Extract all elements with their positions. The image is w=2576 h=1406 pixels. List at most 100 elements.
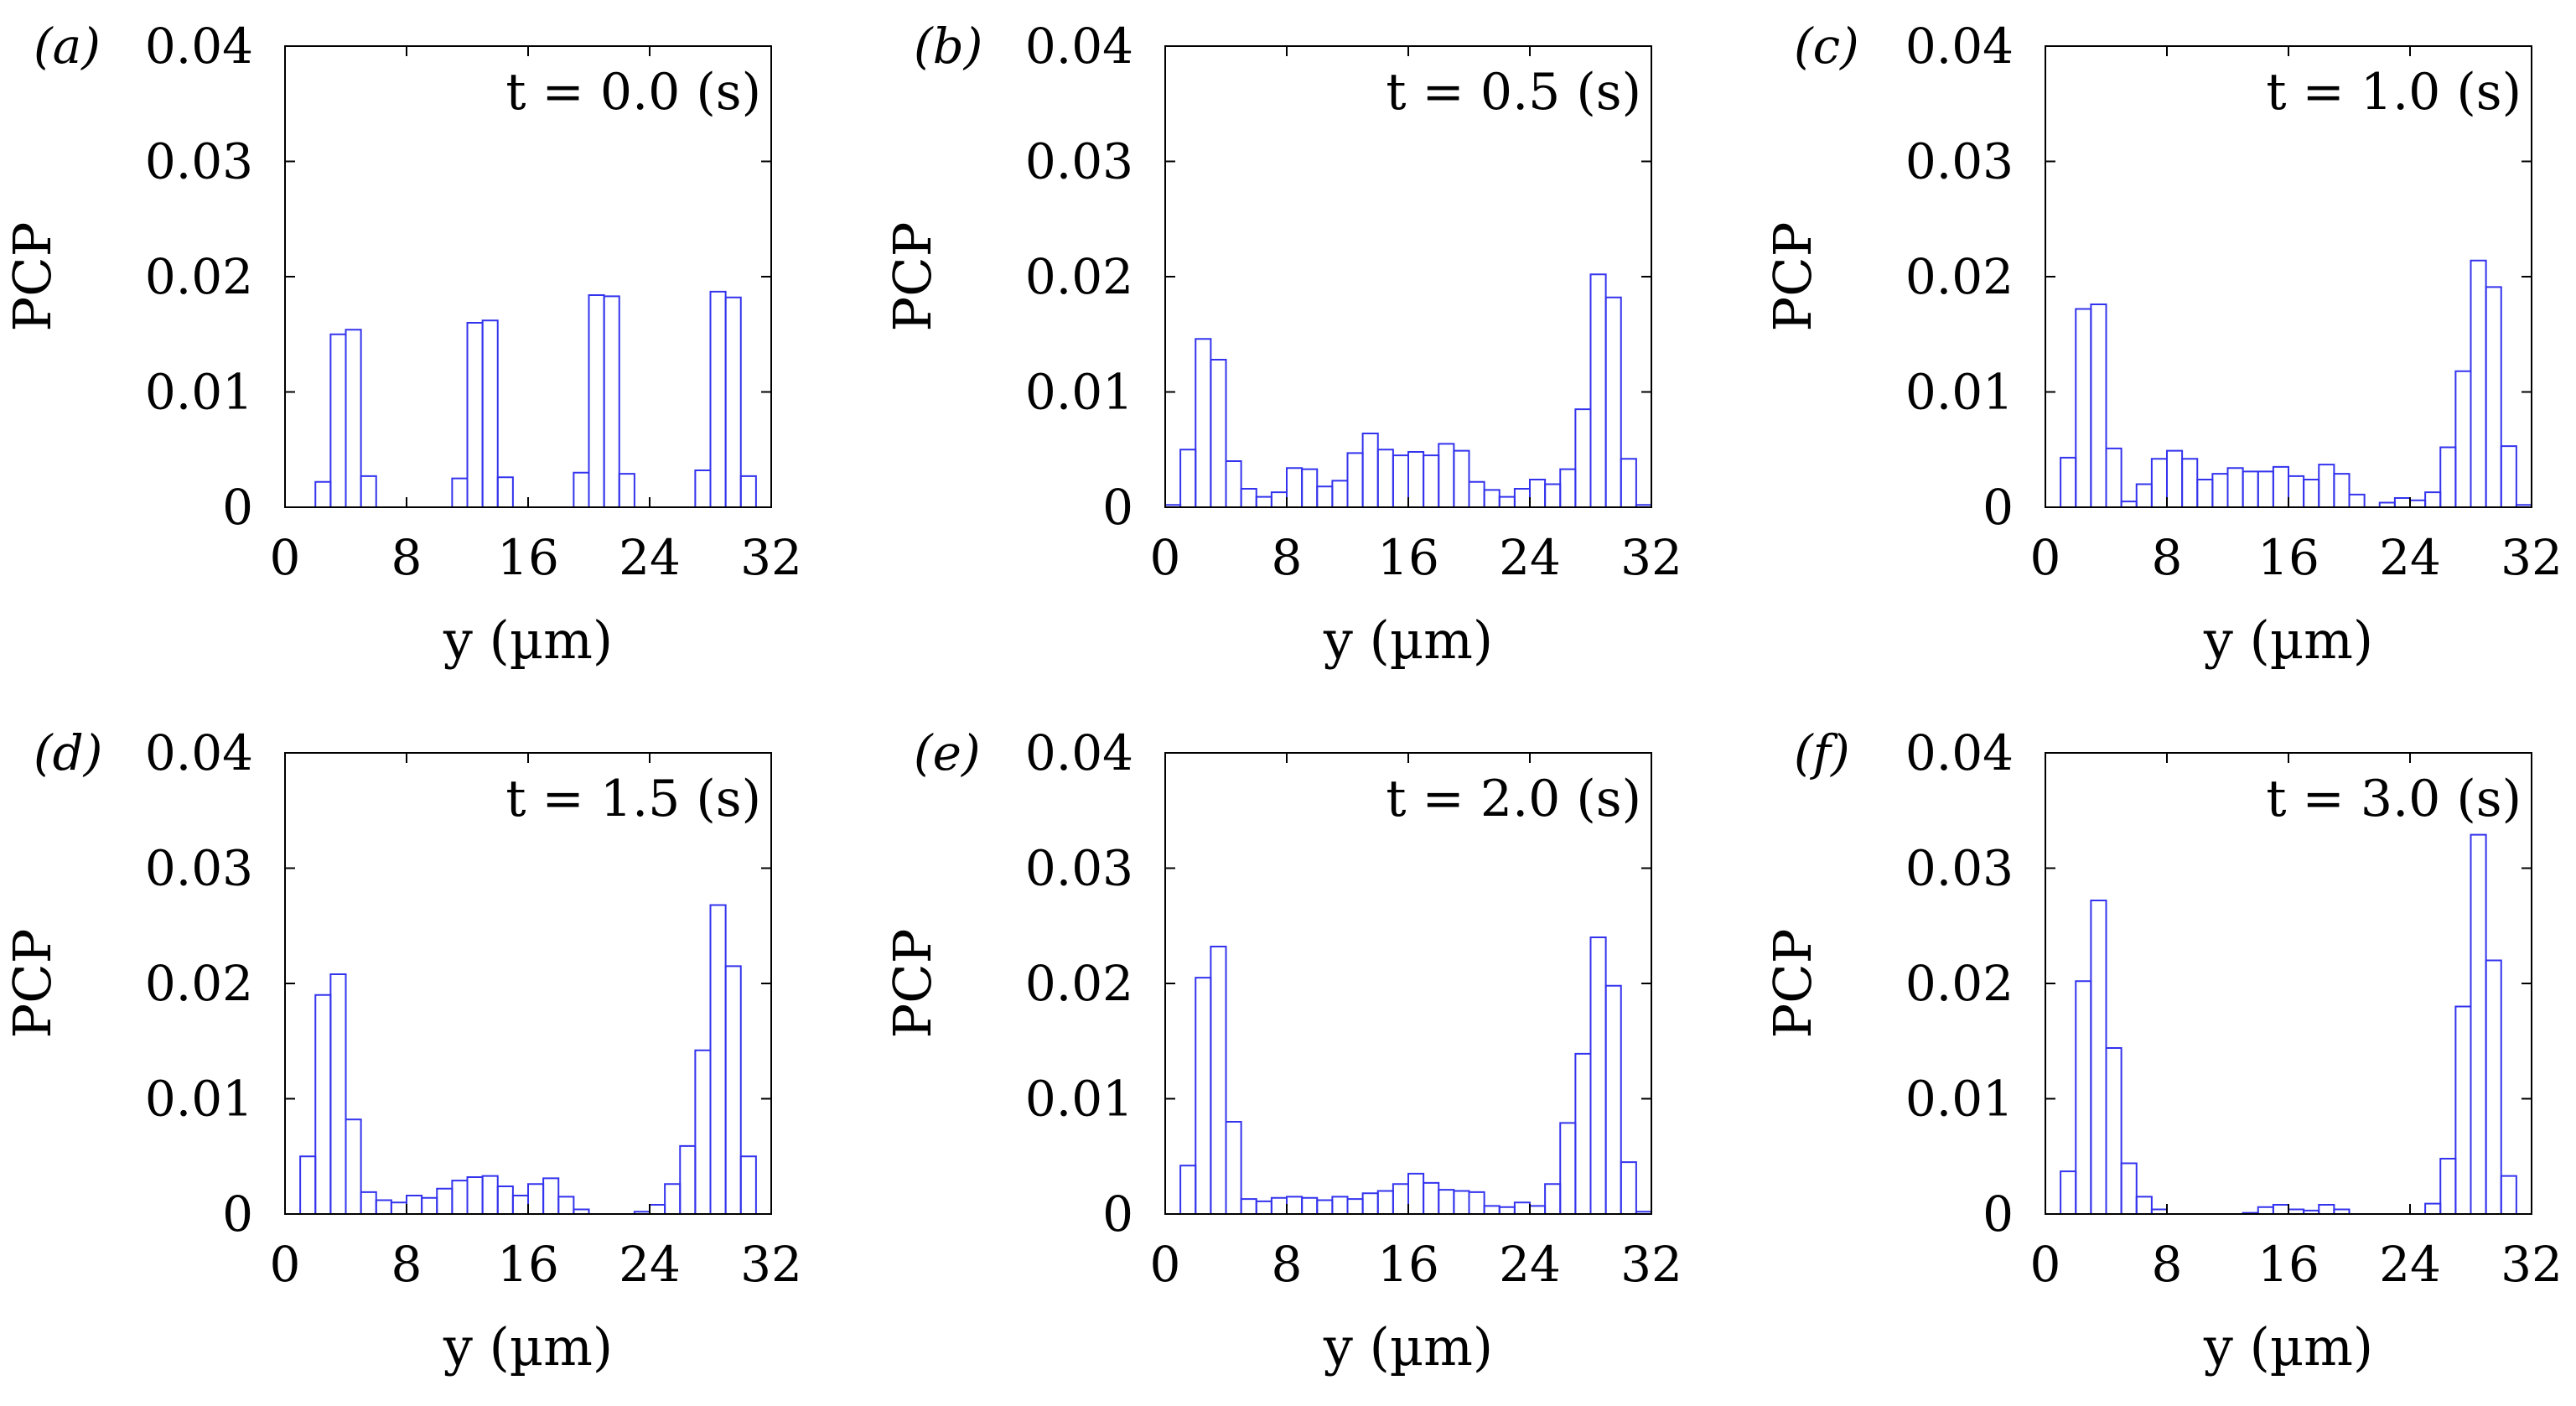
histogram-bar <box>1468 480 1485 508</box>
histogram-bar <box>1361 1192 1379 1215</box>
histogram-bar <box>1301 468 1319 508</box>
panel-label: (d) <box>34 724 102 781</box>
histogram-bar <box>1195 977 1212 1215</box>
histogram-bar <box>345 329 362 508</box>
histogram-bar <box>1331 480 1349 508</box>
histogram-bar <box>2485 959 2502 1215</box>
x-tick-label: 16 <box>1377 1236 1439 1293</box>
y-tick-label: 0.04 <box>145 18 253 75</box>
histogram-bar <box>1574 1052 1592 1215</box>
histogram-bar <box>360 475 377 508</box>
histogram-bar <box>1376 1190 1394 1215</box>
histogram-bar <box>1438 1189 1455 1215</box>
histogram-bar <box>314 994 332 1215</box>
x-tick-label: 32 <box>740 529 802 586</box>
histogram-bar <box>2333 473 2351 508</box>
histogram-bar <box>406 1195 423 1215</box>
histogram-bar <box>2500 445 2517 508</box>
histogram-bar <box>1376 449 1394 508</box>
histogram-bar <box>1225 1121 1242 1215</box>
panel-label: (f) <box>1794 724 1850 781</box>
histogram-bar <box>2105 447 2122 508</box>
histogram-bar <box>2060 1170 2077 1215</box>
y-axis-label: PCP <box>2 929 63 1039</box>
histogram-bar <box>1513 1201 1531 1215</box>
histogram-bar <box>1620 458 1637 508</box>
histogram-bar <box>1225 460 1242 508</box>
histogram-bar <box>2272 465 2289 508</box>
y-tick-label: 0.04 <box>1905 18 2014 75</box>
histogram-bar <box>2075 308 2092 508</box>
histogram-bar <box>2393 497 2411 508</box>
y-axis-label: PCP <box>1762 929 1823 1039</box>
histogram-bar <box>1301 1196 1319 1215</box>
histogram-bar <box>1316 1199 1334 1215</box>
histogram-bar <box>1604 984 1622 1215</box>
histogram-bar <box>2060 456 2077 508</box>
histogram-bar <box>329 333 347 508</box>
y-tick-label: 0.03 <box>145 133 253 190</box>
x-tick-label: 0 <box>1150 1236 1181 1293</box>
histogram-bar <box>2424 491 2442 508</box>
histogram-bar <box>481 1175 499 1215</box>
histogram-bar <box>2135 483 2153 508</box>
time-annotation: t = 3.0 (s) <box>2266 770 2522 828</box>
histogram-bar <box>1210 946 1227 1215</box>
histogram-bar <box>2348 493 2366 508</box>
histogram-bar <box>679 1144 697 1215</box>
y-tick-label: 0.04 <box>1905 724 2014 781</box>
histogram-bar <box>1255 495 1272 508</box>
histogram-bar <box>1483 1205 1501 1215</box>
histogram-bar <box>1286 1196 1304 1215</box>
histogram-bar <box>1195 338 1212 508</box>
y-tick-label: 0.02 <box>1025 955 1133 1012</box>
histogram-bar <box>360 1191 377 1215</box>
x-axis-label: y (µm) <box>2203 1316 2373 1377</box>
histogram-bar <box>664 1183 682 1215</box>
histogram-bar <box>1392 1183 1409 1215</box>
histogram-bar <box>511 1195 529 1215</box>
histogram-bar <box>2075 980 2092 1215</box>
bars <box>2060 259 2532 508</box>
histogram-bar <box>496 1186 514 1215</box>
histogram-bar <box>1559 468 1577 508</box>
histogram-bar <box>1529 479 1547 508</box>
bars <box>2060 833 2517 1215</box>
histogram-bar <box>1544 483 1562 508</box>
panel-label: (b) <box>914 18 982 75</box>
histogram-bar <box>2318 1204 2335 1215</box>
histogram-bar <box>375 1199 392 1215</box>
y-tick-label: 0.02 <box>1905 955 2014 1012</box>
histogram-bar <box>2211 473 2229 508</box>
y-tick-label: 0 <box>1983 1186 2014 1243</box>
x-tick-label: 32 <box>1620 529 1682 586</box>
histogram-bar <box>1544 1183 1562 1215</box>
y-axis-label: PCP <box>1762 222 1823 332</box>
histogram-bar <box>573 471 590 508</box>
x-tick-label: 16 <box>497 1236 559 1293</box>
y-tick-label: 0.04 <box>1025 18 1133 75</box>
histogram-bar <box>390 1201 407 1215</box>
panel-2: 0 8 16 24 32 0 0.01 0.02 0.03 0.04 (c) t = 1.0 (s) P… <box>1762 18 2563 671</box>
histogram-bar <box>2120 1162 2138 1215</box>
histogram-bar <box>2090 304 2107 508</box>
histogram-bar <box>1574 408 1592 508</box>
x-tick-label: 32 <box>2501 1236 2563 1293</box>
histogram-bar <box>466 322 484 508</box>
histogram-bar <box>618 473 635 508</box>
y-tick-label: 0.03 <box>1905 840 2014 897</box>
histogram-bar <box>2090 900 2107 1215</box>
y-tick-label: 0.03 <box>1025 840 1133 897</box>
x-tick-label: 16 <box>1377 529 1439 586</box>
histogram-bar <box>649 1204 666 1215</box>
x-axis-label: y (µm) <box>1323 610 1493 671</box>
x-tick-label: 0 <box>270 1236 301 1293</box>
histogram-bar <box>588 294 605 508</box>
histogram-bar <box>724 965 742 1215</box>
bars <box>314 290 757 508</box>
y-tick-label: 0 <box>222 1186 253 1243</box>
histogram-bar <box>2454 370 2472 508</box>
panel-label: (a) <box>34 18 101 75</box>
x-tick-label: 32 <box>2501 529 2563 586</box>
x-tick-label: 8 <box>391 1236 422 1293</box>
